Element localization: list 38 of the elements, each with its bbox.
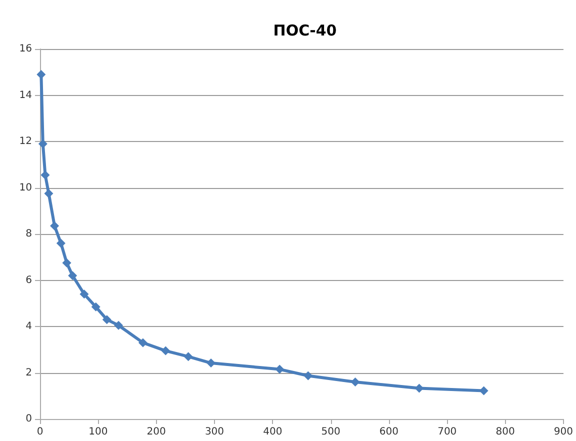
x-tick-label: 900 xyxy=(554,426,574,438)
point xyxy=(275,364,284,374)
point xyxy=(44,189,54,198)
y-tick-label: 0 xyxy=(26,414,32,424)
y-tick-label: 8 xyxy=(26,228,32,240)
point xyxy=(350,378,360,386)
point xyxy=(161,346,170,356)
point xyxy=(80,290,89,299)
y-tick-label: 14 xyxy=(19,90,32,101)
point xyxy=(68,271,78,280)
point xyxy=(206,358,216,368)
point xyxy=(50,221,60,230)
y-tick-label: 4 xyxy=(26,321,32,332)
y-tick-label: 10 xyxy=(19,182,32,194)
point xyxy=(40,170,50,180)
x-tick-label: 600 xyxy=(379,426,399,438)
x-tick-label: 100 xyxy=(88,426,108,438)
x-tick-label: 700 xyxy=(438,426,457,438)
x-tick-label: 200 xyxy=(146,426,166,438)
x-tick-label: 800 xyxy=(496,426,515,438)
y-tick-label: 16 xyxy=(19,44,32,54)
point xyxy=(184,352,193,362)
x-tick-label: 300 xyxy=(204,426,224,438)
x-tick-label: 500 xyxy=(321,426,340,438)
chart-title: ПОС-40 xyxy=(273,22,337,40)
point xyxy=(138,338,148,348)
y-tick-label: 12 xyxy=(19,136,32,147)
x-tick-label: 400 xyxy=(263,426,282,438)
point xyxy=(114,320,124,330)
point xyxy=(36,70,46,79)
y-tick-label: 6 xyxy=(26,274,32,286)
point xyxy=(304,371,313,380)
point xyxy=(102,315,112,324)
point xyxy=(91,302,100,312)
point xyxy=(62,258,72,268)
y-tick-label: 2 xyxy=(26,367,32,378)
point xyxy=(56,238,66,248)
x-tick-label: 0 xyxy=(36,426,44,438)
